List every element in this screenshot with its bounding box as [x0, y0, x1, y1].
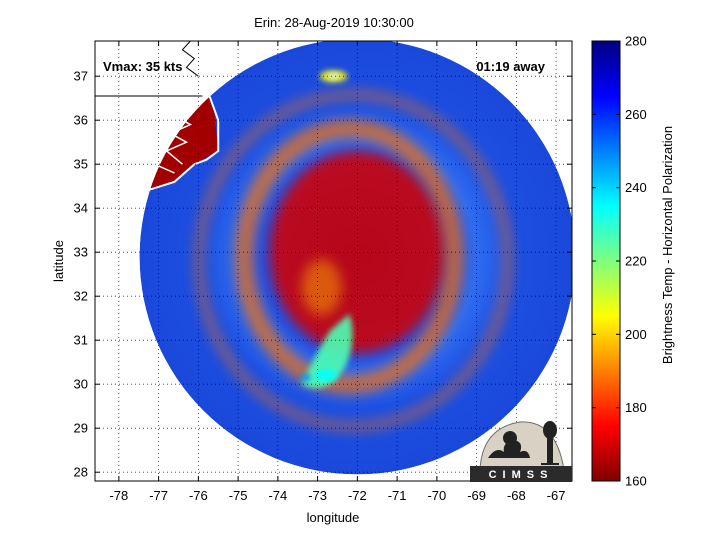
- coastline-outer: [95, 41, 220, 218]
- axes-frame: [94, 40, 573, 482]
- x-tick-label: -73: [308, 488, 327, 503]
- x-axis-label: longitude: [307, 510, 360, 525]
- sound-shoreline: [165, 93, 199, 165]
- sound-shoreline: [153, 154, 175, 174]
- y-tick-label: 34: [74, 201, 88, 216]
- vmax-annotation: Vmax: 35 kts: [103, 59, 183, 74]
- coastline: [95, 41, 220, 218]
- time-away-annotation: 01:19 away: [476, 59, 545, 74]
- y-tick-label: 29: [74, 421, 88, 436]
- north-convection-core: [327, 73, 340, 80]
- cimss-logo: CIMSS: [470, 421, 572, 482]
- x-axis: -78 -77 -76 -75 -74 -73 -72 -71 -70 -69 -68 -67: [109, 41, 565, 503]
- y-tick-label: 37: [74, 69, 88, 84]
- grid: [95, 41, 572, 481]
- y-tick-label: 32: [74, 289, 88, 304]
- sound-shoreline: [157, 106, 175, 126]
- colorbar-ticks: 160 180 200 220 240 260 280: [592, 34, 647, 489]
- y-tick-label: 28: [74, 465, 88, 480]
- x-tick-label: -77: [149, 488, 168, 503]
- eyewall-band: [235, 119, 464, 394]
- colorbar-tick-label: 240: [625, 180, 647, 195]
- y-tick-label: 33: [74, 245, 88, 260]
- x-tick-label: -67: [547, 488, 566, 503]
- colorbar: [591, 40, 621, 482]
- colorbar-tick-label: 200: [625, 327, 647, 342]
- y-axis-label: latitude: [51, 240, 66, 282]
- south-convection: [301, 313, 353, 389]
- x-tick-label: -72: [348, 488, 367, 503]
- x-tick-label: -70: [427, 488, 446, 503]
- south-band: [301, 259, 342, 316]
- colorbar-tick-label: 160: [625, 474, 647, 489]
- x-tick-label: -68: [507, 488, 526, 503]
- chart-title: Erin: 28-Aug-2019 10:30:00: [254, 15, 414, 30]
- x-tick-label: -75: [229, 488, 248, 503]
- y-tick-label: 35: [74, 157, 88, 172]
- x-tick-label: -69: [467, 488, 486, 503]
- y-tick-label: 31: [74, 333, 88, 348]
- bay-shoreline: [181, 41, 199, 77]
- south-hot-spot: [300, 373, 311, 382]
- x-tick-label: -78: [109, 488, 128, 503]
- y-tick-label: 30: [74, 377, 88, 392]
- x-tick-label: -74: [268, 488, 287, 503]
- y-axis: 28 29 30 31 32 33 34 35 36 37: [74, 69, 572, 480]
- x-tick-label: -76: [189, 488, 208, 503]
- colorbar-tick-label: 180: [625, 400, 647, 415]
- colorbar-label: Brightness Temp - Horizontal Polarizatio…: [660, 126, 675, 364]
- colorbar-tick-label: 260: [625, 107, 647, 122]
- colorbar-tick-label: 220: [625, 254, 647, 269]
- colorbar-tick-label: 280: [625, 34, 647, 49]
- y-tick-label: 36: [74, 113, 88, 128]
- outer-band: [193, 89, 513, 432]
- south-convection-core: [313, 369, 338, 382]
- logo-text: CIMSS: [489, 469, 554, 481]
- x-tick-label: -71: [388, 488, 407, 503]
